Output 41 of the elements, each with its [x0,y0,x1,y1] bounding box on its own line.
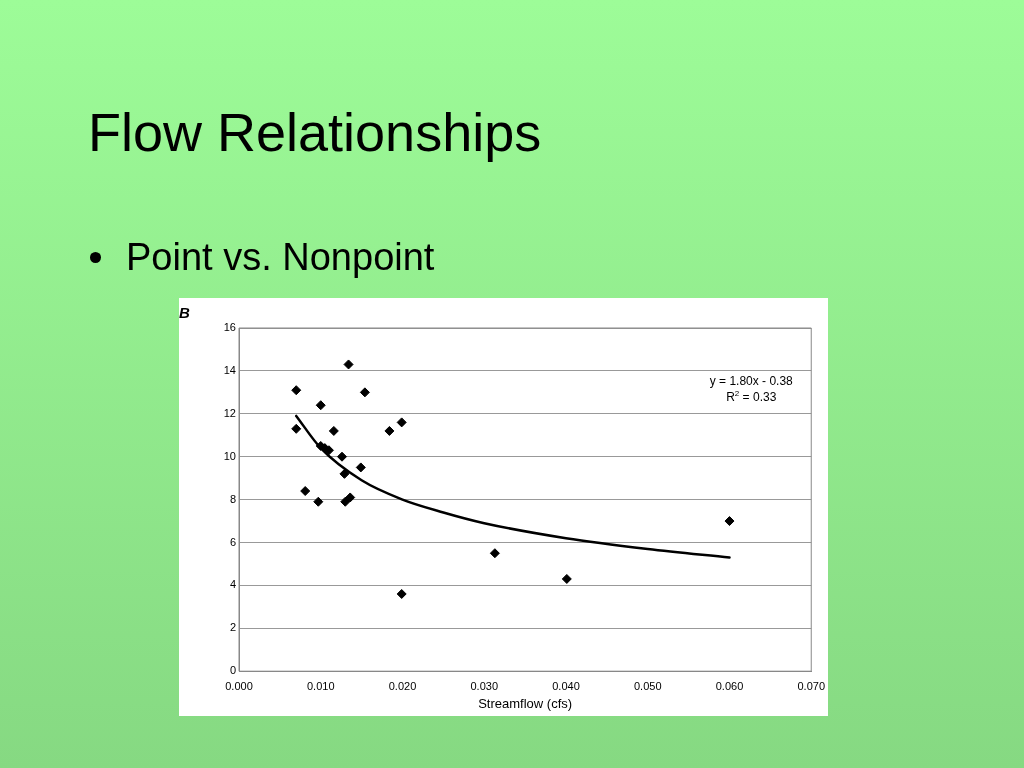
point [396,588,407,599]
point [396,417,407,428]
point [384,425,395,436]
y-tick-label: 4 [229,578,236,591]
y-tick-label: 16 [223,321,236,334]
point [359,387,370,398]
x-tick-label: 0.020 [388,679,417,692]
point [561,573,572,584]
point [313,496,324,507]
x-tick-label: 0.070 [797,679,825,692]
point [339,468,350,479]
x-tick-label: 0.060 [715,679,744,692]
point [724,516,735,527]
point [355,462,366,473]
text: B [179,304,190,322]
y-tick-label: 14 [223,363,236,376]
point [291,385,302,396]
point [291,423,302,434]
y-tick-label: 10 [223,449,236,462]
x-tick-label: 0.000 [225,679,253,692]
x-tick-label: 0.040 [552,679,580,692]
point [300,486,311,497]
y-tick-label: 12 [223,406,236,419]
chart-title: Flow Relationships [88,101,542,164]
x-axis-title: Streamflow (cfs) [478,695,573,711]
x-tick-label: 0.050 [633,679,662,692]
chart-subtitle: Point vs. Nonpoint [126,235,435,280]
x-tick-label: 0.010 [306,679,335,692]
point [489,548,500,559]
y-tick-label: 6 [229,535,236,548]
point [345,492,356,503]
point [315,400,326,411]
line-series [294,414,731,559]
point [337,451,347,462]
y-tick-label: 0 [229,664,236,677]
point [343,359,354,370]
x-tick-label: 0.030 [470,679,499,692]
annotation: y = 1.80x - 0.38 [709,374,794,389]
y-tick-label: 8 [229,492,236,505]
y-tick-label: 2 [229,621,236,634]
point [328,425,339,436]
